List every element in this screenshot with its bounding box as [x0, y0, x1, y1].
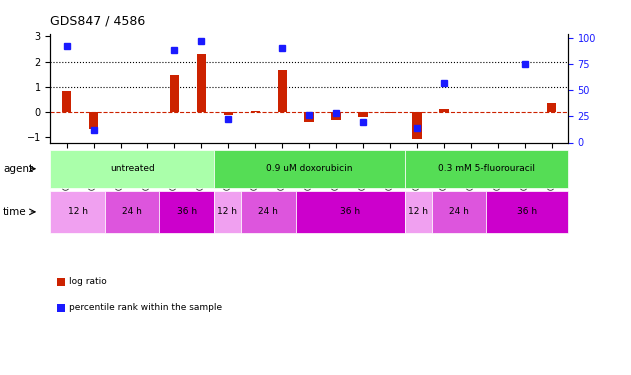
Text: 36 h: 36 h: [340, 207, 360, 216]
Text: log ratio: log ratio: [69, 277, 107, 286]
Text: 12 h: 12 h: [68, 207, 88, 216]
Bar: [62, 91, 71, 112]
Bar: [278, 70, 287, 112]
Bar: [251, 111, 260, 112]
Bar: [197, 54, 206, 112]
Bar: [386, 112, 395, 113]
Text: GDS847 / 4586: GDS847 / 4586: [50, 15, 146, 28]
Bar: [170, 75, 179, 112]
Text: agent: agent: [3, 164, 33, 174]
Text: 0.3 mM 5-fluorouracil: 0.3 mM 5-fluorouracil: [438, 164, 534, 173]
Text: time: time: [3, 207, 27, 217]
Text: 36 h: 36 h: [177, 207, 197, 216]
Text: percentile rank within the sample: percentile rank within the sample: [69, 303, 223, 312]
Bar: [358, 112, 368, 117]
Text: 0.9 uM doxorubicin: 0.9 uM doxorubicin: [266, 164, 353, 173]
Text: 12 h: 12 h: [218, 207, 237, 216]
Text: 24 h: 24 h: [259, 207, 278, 216]
Bar: [89, 112, 98, 129]
Text: 24 h: 24 h: [449, 207, 469, 216]
Bar: [412, 112, 422, 139]
Text: 24 h: 24 h: [122, 207, 142, 216]
Bar: [331, 112, 341, 120]
Text: 36 h: 36 h: [517, 207, 537, 216]
Text: untreated: untreated: [110, 164, 155, 173]
Bar: [223, 112, 233, 115]
Bar: [305, 112, 314, 122]
Text: 12 h: 12 h: [408, 207, 428, 216]
Bar: [547, 102, 557, 112]
Bar: [439, 109, 449, 112]
